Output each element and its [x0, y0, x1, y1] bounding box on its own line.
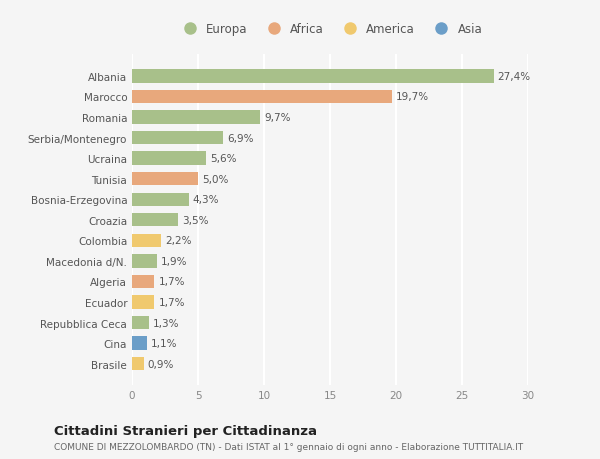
Text: 4,3%: 4,3% — [193, 195, 219, 205]
Text: 3,5%: 3,5% — [182, 215, 209, 225]
Bar — [132, 234, 161, 247]
Text: COMUNE DI MEZZOLOMBARDO (TN) - Dati ISTAT al 1° gennaio di ogni anno - Elaborazi: COMUNE DI MEZZOLOMBARDO (TN) - Dati ISTA… — [54, 442, 523, 451]
Text: 1,7%: 1,7% — [158, 277, 185, 287]
Bar — [132, 357, 144, 370]
Bar — [132, 193, 189, 207]
Text: Cittadini Stranieri per Cittadinanza: Cittadini Stranieri per Cittadinanza — [54, 425, 317, 437]
Text: 0,9%: 0,9% — [148, 359, 174, 369]
Text: 1,1%: 1,1% — [151, 338, 177, 348]
Text: 1,7%: 1,7% — [158, 297, 185, 308]
Bar — [132, 296, 154, 309]
Text: 2,2%: 2,2% — [165, 236, 191, 246]
Bar — [132, 90, 392, 104]
Text: 19,7%: 19,7% — [396, 92, 429, 102]
Text: 9,7%: 9,7% — [264, 113, 290, 123]
Text: 27,4%: 27,4% — [497, 72, 531, 82]
Text: 1,3%: 1,3% — [153, 318, 179, 328]
Legend: Europa, Africa, America, Asia: Europa, Africa, America, Asia — [173, 18, 487, 40]
Bar — [132, 213, 178, 227]
Text: 1,9%: 1,9% — [161, 256, 188, 266]
Bar — [132, 173, 198, 186]
Bar — [132, 275, 154, 289]
Text: 6,9%: 6,9% — [227, 133, 254, 143]
Bar — [132, 70, 494, 84]
Bar — [132, 337, 146, 350]
Bar — [132, 255, 157, 268]
Bar — [132, 316, 149, 330]
Text: 5,0%: 5,0% — [202, 174, 229, 185]
Bar — [132, 132, 223, 145]
Bar — [132, 111, 260, 124]
Text: 5,6%: 5,6% — [210, 154, 236, 164]
Bar — [132, 152, 206, 165]
